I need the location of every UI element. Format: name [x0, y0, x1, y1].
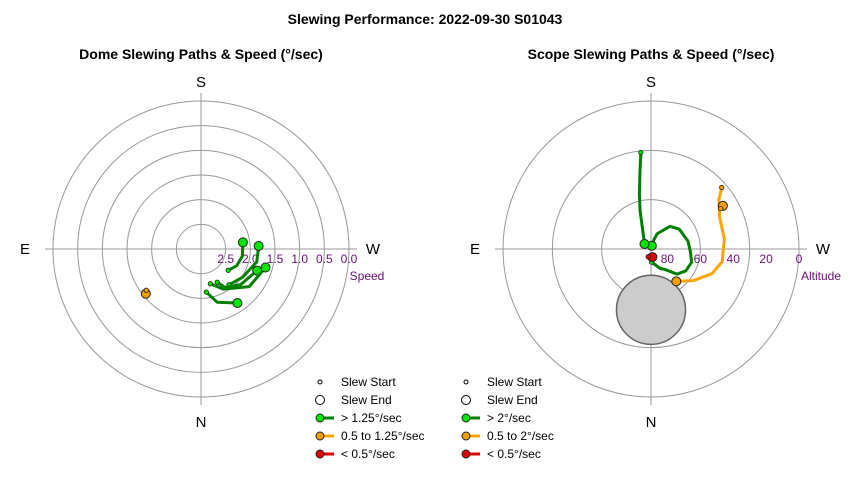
compass-south: S: [646, 74, 656, 91]
legend-end-symbol: [461, 395, 471, 405]
slew-start-marker: [225, 267, 231, 273]
slew-start-marker: [143, 287, 149, 293]
legend: Slew Start Slew End > 1.25°/sec 0.5 to 1.25…: [315, 375, 425, 461]
legend: Slew Start Slew End > 2°/sec 0.5 to 2°/sec <…: [461, 375, 554, 461]
compass-west: W: [366, 241, 381, 258]
legend-start-symbol: [463, 379, 469, 385]
radial-tick-label: 40: [727, 252, 741, 266]
legend-marker-fast: [461, 413, 471, 423]
legend-label: < 0.5°/sec: [341, 447, 395, 461]
slew-start-marker: [645, 254, 651, 260]
compass-south: S: [196, 74, 206, 91]
legend-label: > 1.25°/sec: [341, 411, 402, 425]
slew-path-fast: [209, 266, 267, 291]
radial-tick-label: 0.0: [341, 252, 358, 266]
legend-label: > 2°/sec: [487, 411, 531, 425]
radial-axis-label: Speed: [350, 269, 385, 283]
compass-north: N: [646, 414, 657, 431]
obstruction-disc: [615, 274, 687, 346]
slew-start-marker: [719, 184, 725, 191]
radial-tick-label: 0: [796, 252, 803, 266]
legend-label: Slew End: [487, 393, 538, 407]
slew-end-marker: [639, 238, 650, 249]
slew-path-medium: [676, 187, 726, 283]
legend-label: < 0.5°/sec: [487, 447, 541, 461]
chart-title: Dome Slewing Paths & Speed (°/sec): [79, 46, 323, 62]
slew-end-marker: [232, 297, 243, 308]
legend-label: Slew Start: [341, 375, 396, 389]
legend-end-symbol: [315, 395, 325, 405]
radial-tick-label: 1.0: [291, 252, 308, 266]
radial-tick-label: 20: [759, 252, 773, 266]
legend-start-symbol: [317, 379, 323, 385]
legend-label: 0.5 to 2°/sec: [487, 429, 554, 443]
slew-end-marker: [253, 240, 264, 251]
slew-end-marker: [237, 237, 248, 248]
compass-west: W: [816, 241, 831, 258]
slew-path-fast: [227, 242, 245, 272]
slew-start-marker: [214, 279, 220, 285]
legend-label: Slew End: [341, 393, 392, 407]
compass-east: E: [20, 241, 30, 258]
legend-marker-medium: [315, 431, 325, 441]
legend-marker-slow: [461, 449, 471, 459]
dome-slewing-chart: Dome Slewing Paths & Speed (°/sec) S N E W 2.…: [20, 46, 425, 461]
slew-path-fast: [650, 224, 694, 276]
chart-title: Scope Slewing Paths & Speed (°/sec): [528, 46, 775, 62]
legend-label: 0.5 to 1.25°/sec: [341, 429, 425, 443]
slew-end-marker: [260, 262, 271, 273]
slew-end-marker: [671, 276, 682, 287]
slew-start-marker: [638, 149, 644, 156]
legend-marker-fast: [315, 413, 325, 423]
slew-path-fast: [216, 269, 259, 289]
slew-path-fast: [228, 245, 261, 287]
legend-marker-medium: [461, 431, 471, 441]
scope-slewing-chart: Scope Slewing Paths & Speed (°/sec) S N E W 8…: [461, 46, 841, 461]
legend-label: Slew Start: [487, 375, 542, 389]
radial-tick-label: 2.5: [217, 252, 234, 266]
radial-axis-label: Altitude: [801, 269, 841, 283]
radial-tick-label: 60: [694, 252, 708, 266]
slew-start-marker: [203, 289, 209, 295]
compass-east: E: [470, 241, 480, 258]
radial-tick-label: 0.5: [316, 252, 333, 266]
legend-marker-slow: [315, 449, 325, 459]
figure-title: Slewing Performance: 2022-09-30 S01043: [288, 11, 563, 27]
slew-path-fast: [205, 290, 238, 305]
radial-tick-label: 80: [661, 252, 675, 266]
slew-path-fast: [637, 152, 647, 245]
slew-start-marker: [718, 206, 724, 212]
radial-tick-label: 1.5: [267, 252, 284, 266]
compass-north: N: [196, 414, 207, 431]
slew-start-marker: [207, 281, 213, 287]
